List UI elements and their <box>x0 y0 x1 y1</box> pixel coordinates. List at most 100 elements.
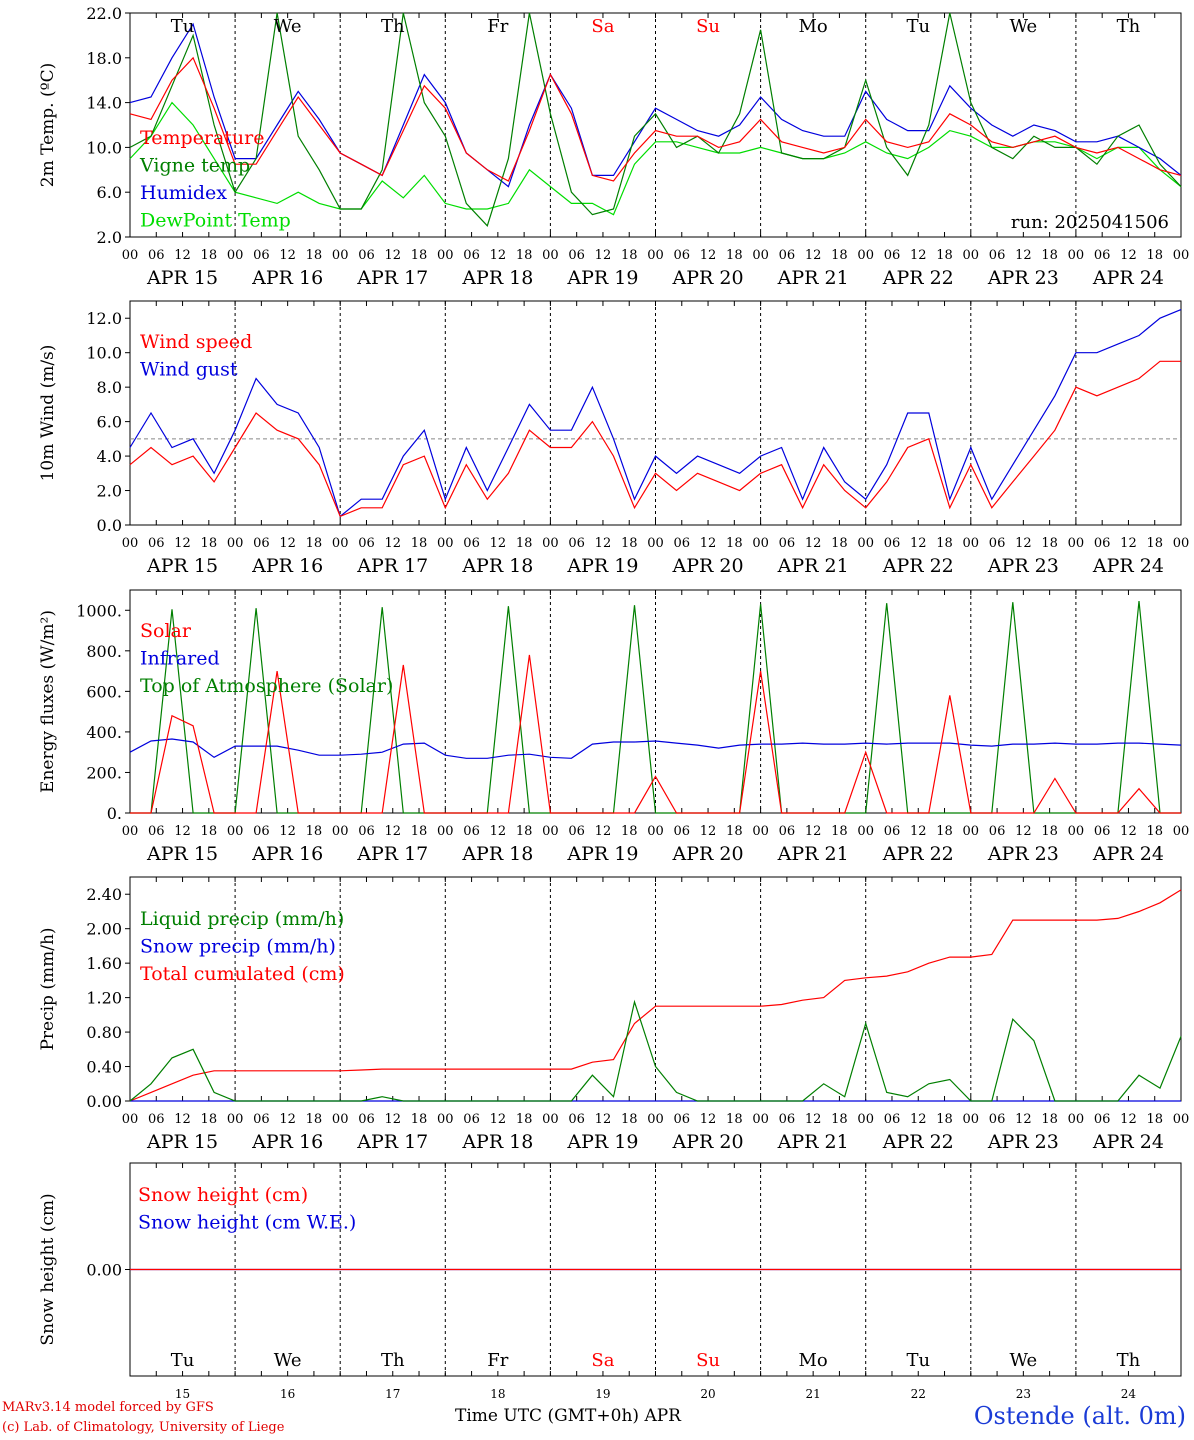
hour-tick-label: 00 <box>332 1112 349 1127</box>
hour-tick-label: 18 <box>726 824 743 839</box>
day-name: We <box>1010 1350 1038 1371</box>
hour-tick-label: 06 <box>358 824 375 839</box>
date-label: APR 17 <box>356 267 428 289</box>
legend-entry: Humidex <box>140 182 227 204</box>
hour-tick-label: 00 <box>542 1112 559 1127</box>
y-tick-label: 1.60 <box>86 954 122 973</box>
legend-entry: Liquid precip (mm/h) <box>140 908 344 930</box>
y-tick-label: 800. <box>86 642 122 661</box>
hour-tick-label: 00 <box>963 248 980 263</box>
date-label: APR 23 <box>987 555 1059 577</box>
panel-3 <box>125 589 1182 814</box>
legend-entry: DewPoint Temp <box>140 210 291 232</box>
x-axis-title-text: Time UTC (GMT+0h) <box>455 1406 640 1426</box>
hour-tick-label: 00 <box>542 824 559 839</box>
hour-tick-label: 18 <box>516 1112 533 1127</box>
y-axis-label: Precip (mm/h) <box>38 927 58 1050</box>
series-line-temperature <box>129 56 1182 182</box>
hour-tick-label: 18 <box>726 1112 743 1127</box>
date-label: APR 18 <box>461 267 533 289</box>
legend-entry: Infrared <box>140 648 220 670</box>
day-name: Mo <box>799 1350 828 1371</box>
hour-tick-label: 12 <box>174 248 191 263</box>
hour-tick-label: 18 <box>831 1112 848 1127</box>
hour-tick-label: 18 <box>936 1112 953 1127</box>
hour-tick-label: 18 <box>1041 536 1058 551</box>
hour-tick-label: 18 <box>201 1112 218 1127</box>
day-name: Fr <box>487 1350 508 1371</box>
day-name: We <box>274 1350 302 1371</box>
hour-tick-label: 12 <box>174 536 191 551</box>
day-name: Tu <box>171 1350 195 1371</box>
y-tick-label: 18.0 <box>86 49 122 68</box>
hour-tick-label: 00 <box>752 1112 769 1127</box>
hour-tick-label: 06 <box>1094 824 1111 839</box>
hour-tick-label: 00 <box>647 824 664 839</box>
hour-tick-label: 00 <box>227 1112 244 1127</box>
hour-tick-label: 06 <box>358 1112 375 1127</box>
hour-tick-label: 12 <box>910 824 927 839</box>
hour-tick-label: 12 <box>595 1112 612 1127</box>
day-number: 24 <box>1121 1387 1137 1401</box>
hour-tick-label: 12 <box>805 1112 822 1127</box>
y-tick-label: 6.0 <box>97 413 122 432</box>
panel-4 <box>125 876 1182 1102</box>
panel-frame <box>129 589 1182 814</box>
series-line-humidex <box>129 22 1182 188</box>
hour-tick-label: 12 <box>1120 1112 1137 1127</box>
hour-tick-label: 00 <box>1173 824 1190 839</box>
legend-entry: Total cumulated (cm) <box>140 963 345 985</box>
hour-tick-label: 18 <box>201 536 218 551</box>
date-label: APR 20 <box>672 267 744 289</box>
hour-tick-label: 06 <box>989 1112 1006 1127</box>
date-label: APR 16 <box>251 1131 323 1153</box>
day-name: Su <box>696 1350 720 1371</box>
hour-tick-label: 18 <box>726 536 743 551</box>
hour-tick-label: 00 <box>1068 536 1085 551</box>
hour-tick-label: 00 <box>1173 248 1190 263</box>
hour-tick-label: 06 <box>253 1112 270 1127</box>
y-tick-label: 6.0 <box>97 183 122 202</box>
day-name: Sa <box>591 16 614 37</box>
hour-tick-label: 06 <box>463 1112 480 1127</box>
hour-tick-label: 18 <box>936 824 953 839</box>
hour-tick-label: 18 <box>201 248 218 263</box>
hour-tick-label: 18 <box>306 536 323 551</box>
hour-tick-label: 06 <box>148 1112 165 1127</box>
hour-tick-label: 00 <box>542 248 559 263</box>
hour-tick-label: 12 <box>1120 824 1137 839</box>
hour-tick-label: 12 <box>805 248 822 263</box>
hour-tick-label: 18 <box>1146 1112 1163 1127</box>
date-label: APR 19 <box>566 267 638 289</box>
date-label: APR 24 <box>1092 1131 1164 1153</box>
date-label: APR 21 <box>777 267 849 289</box>
date-label: APR 20 <box>672 843 744 865</box>
y-tick-label: 0.0 <box>97 516 122 535</box>
hour-tick-label: 18 <box>516 248 533 263</box>
date-label: APR 16 <box>251 555 323 577</box>
series-line-wind-speed <box>129 360 1181 518</box>
date-label: APR 15 <box>146 555 218 577</box>
day-name: We <box>1010 16 1038 37</box>
hour-tick-label: 00 <box>227 824 244 839</box>
hour-tick-label: 00 <box>752 536 769 551</box>
hour-tick-label: 06 <box>1094 248 1111 263</box>
hour-tick-label: 12 <box>910 1112 927 1127</box>
hour-tick-label: 12 <box>1015 536 1032 551</box>
y-tick-label: 22.0 <box>86 4 122 23</box>
date-label: APR 21 <box>777 555 849 577</box>
hour-tick-label: 06 <box>358 536 375 551</box>
hour-tick-label: 00 <box>647 1112 664 1127</box>
y-tick-label: 10.0 <box>86 138 122 157</box>
series-line-liquid-precip-mm-h <box>129 999 1182 1102</box>
panel-1 <box>125 12 1182 238</box>
date-label: APR 24 <box>1092 843 1164 865</box>
series-line-solar <box>130 654 1181 814</box>
hour-tick-label: 18 <box>936 536 953 551</box>
hour-tick-label: 12 <box>174 824 191 839</box>
day-number: 18 <box>490 1387 505 1401</box>
series-line-infrared <box>129 738 1182 759</box>
hour-tick-label: 18 <box>201 824 218 839</box>
run-label: run: 2025041506 <box>1011 212 1169 233</box>
hour-tick-label: 18 <box>726 248 743 263</box>
